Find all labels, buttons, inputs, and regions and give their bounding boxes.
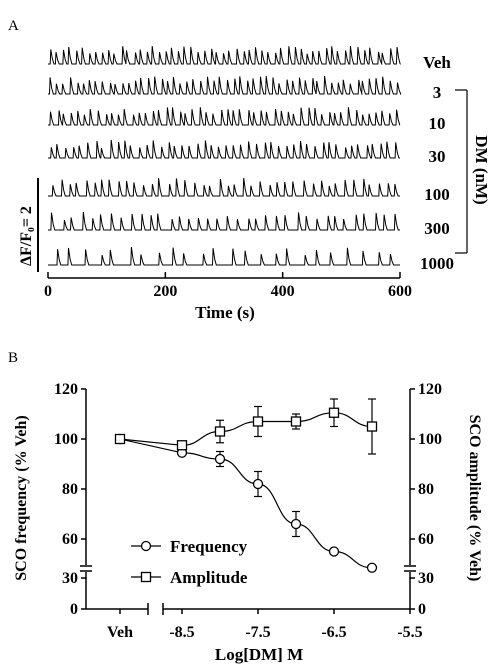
trace-10 <box>48 107 401 126</box>
y-axis-right-label: SCO amplitude (% Veh) <box>466 415 483 582</box>
y-tick-label-right: 120 <box>418 381 442 398</box>
concentration-axis-label: DM (nM) <box>472 135 489 204</box>
x-tick-label: -6.5 <box>321 624 346 641</box>
trace-label-10: 10 <box>429 114 446 133</box>
frequency-point <box>214 453 226 465</box>
time-tick-label: 600 <box>388 283 412 300</box>
y-tick-label-left: 0 <box>70 601 78 618</box>
amplitude-point <box>328 407 340 418</box>
x-tick-label: Veh <box>107 624 133 641</box>
frequency-point <box>328 546 340 557</box>
x-tick-label: -5.5 <box>397 624 422 641</box>
amplitude-point <box>214 426 226 437</box>
panel-a: A Veh 3 10 30 100 300 1000 DM (nM) ΔF/F₀= 2 0 2… <box>8 18 489 322</box>
trace-label-Veh: Veh <box>423 53 451 72</box>
trace-30 <box>48 139 400 159</box>
panel-b: B 0 30 60 80 100 120 0 30 60 80 100 120 Veh -8.5 -7.5 -… <box>8 350 483 664</box>
frequency-point <box>366 562 378 573</box>
legend-label-amplitude: Amplitude <box>170 568 248 587</box>
frequency-point <box>252 478 264 490</box>
dose-response-points <box>114 398 378 573</box>
trace-100 <box>48 177 400 197</box>
legend-marker-frequency <box>140 540 152 552</box>
legend-marker-amplitude <box>140 571 152 583</box>
y-tick-label-left: 120 <box>54 381 78 398</box>
y-tick-label-right: 0 <box>418 601 426 618</box>
panel-a-label: A <box>8 18 19 34</box>
trace-Veh <box>48 46 401 65</box>
amplitude-point <box>290 416 302 427</box>
trace-label-100: 100 <box>424 185 450 204</box>
y-tick-label-right: 30 <box>418 570 434 587</box>
trace-label-group: Veh 3 10 30 100 300 1000 <box>420 53 454 273</box>
y-tick-label-left: 30 <box>62 570 78 587</box>
y-tick-label-left: 100 <box>54 431 78 448</box>
trace-group <box>48 46 402 266</box>
y-tick-label-right: 60 <box>418 531 434 548</box>
trace-label-30: 30 <box>429 147 446 166</box>
amplitude-point <box>176 440 188 451</box>
amplitude-point <box>366 421 378 432</box>
x-axis-label: Log[DM] M <box>215 645 303 664</box>
frequency-point <box>290 518 302 530</box>
y-tick-label-left: 80 <box>62 481 78 498</box>
amplitude-point <box>252 416 264 427</box>
legend: Frequency Amplitude <box>131 537 248 587</box>
x-tick-label: -8.5 <box>169 624 194 641</box>
y-tick-label-right: 80 <box>418 481 434 498</box>
trace-label-3: 3 <box>433 83 442 102</box>
panel-b-label: B <box>8 350 18 366</box>
scale-bar-label: ΔF/F₀= 2 <box>18 206 35 266</box>
y-axis-left-label: SCO frequency (% Veh) <box>13 415 30 581</box>
trace-label-300: 300 <box>424 219 450 238</box>
trace-1000 <box>48 247 400 266</box>
time-tick-label: 0 <box>44 283 52 300</box>
time-axis: 0 200 400 600 <box>44 272 412 300</box>
time-axis-label: Time (s) <box>195 303 255 322</box>
trace-3 <box>48 76 402 95</box>
time-tick-label: 400 <box>271 283 295 300</box>
amplitude-veh-point <box>114 433 126 445</box>
y-tick-label-right: 100 <box>418 431 442 448</box>
dose-response-axes: 0 30 60 80 100 120 0 30 60 80 100 120 Veh -8.5 -7.5 -6.… <box>54 381 442 641</box>
time-tick-label: 200 <box>153 283 177 300</box>
x-tick-label: -7.5 <box>245 624 270 641</box>
legend-label-frequency: Frequency <box>170 537 248 556</box>
trace-label-1000: 1000 <box>420 254 454 273</box>
y-tick-label-left: 60 <box>62 531 78 548</box>
trace-300 <box>48 212 400 231</box>
